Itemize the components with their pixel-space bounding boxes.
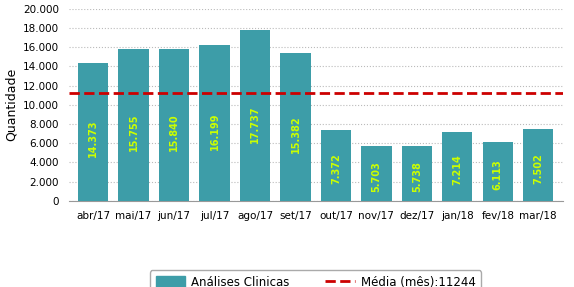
Legend: Análises Clinicas, Média (mês):11244: Análises Clinicas, Média (mês):11244	[150, 270, 482, 287]
Bar	[402, 146, 432, 201]
Bar	[523, 129, 553, 201]
Text: 14.373: 14.373	[88, 120, 98, 158]
Text: 7.214: 7.214	[452, 154, 462, 185]
Bar	[240, 30, 270, 201]
Bar	[118, 49, 149, 201]
Text: 6.113: 6.113	[493, 159, 503, 190]
Bar	[159, 49, 189, 201]
Text: 15.755: 15.755	[129, 114, 138, 152]
Y-axis label: Quantidade: Quantidade	[5, 68, 17, 141]
Bar	[361, 146, 391, 201]
Text: 15.840: 15.840	[169, 114, 179, 151]
Text: 15.382: 15.382	[290, 116, 300, 153]
Text: 7.372: 7.372	[331, 154, 341, 184]
Bar	[199, 45, 230, 201]
Text: 7.502: 7.502	[533, 153, 543, 184]
Text: 16.199: 16.199	[210, 112, 219, 150]
Text: 5.703: 5.703	[371, 161, 381, 192]
Bar	[321, 130, 351, 201]
Bar	[78, 63, 108, 201]
Bar	[442, 131, 472, 201]
Bar	[280, 53, 311, 201]
Bar	[483, 142, 513, 201]
Text: 5.738: 5.738	[412, 161, 422, 191]
Text: 17.737: 17.737	[250, 105, 260, 143]
